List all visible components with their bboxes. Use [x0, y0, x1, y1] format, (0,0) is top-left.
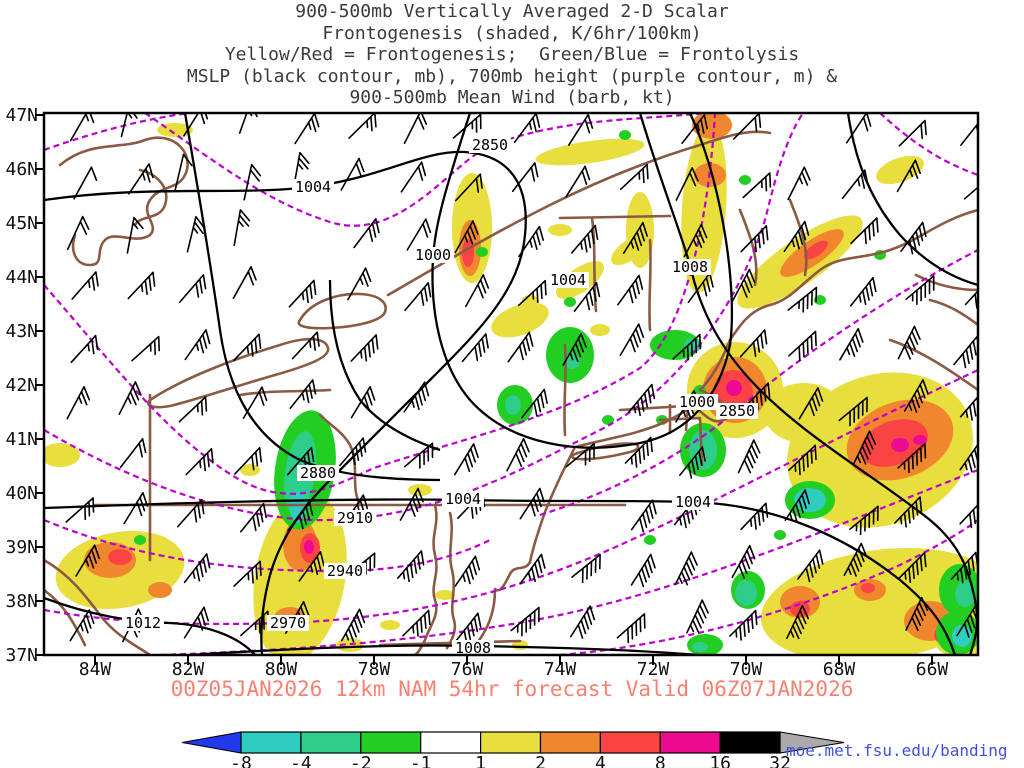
forecast-caption: 00Z05JAN2026 12km NAM 54hr forecast Vali…: [170, 677, 854, 701]
chesapeake-bay: [413, 503, 457, 655]
title-line-2: Frontogenesis (shaded, K/6hr/100km): [322, 22, 702, 44]
map-frame: [42, 111, 980, 657]
lon-tick-label: 68W: [822, 659, 856, 680]
svg-text:1012: 1012: [125, 614, 161, 632]
svg-text:1000: 1000: [679, 393, 715, 411]
lat-tick-label: 38N: [5, 591, 38, 612]
lon-tick-label: 80W: [264, 659, 298, 680]
lat-tick-label: 40N: [5, 483, 38, 504]
svg-text:1008: 1008: [455, 639, 491, 657]
svg-text:1004: 1004: [445, 490, 481, 508]
map-canvas: 1004 1000 1004 1008 1000 1004 1004 1012 1008 2850…: [35, 111, 980, 665]
svg-text:32: 32: [769, 753, 791, 768]
svg-text:1: 1: [475, 753, 486, 768]
lat-tick-label: 42N: [5, 375, 38, 396]
svg-text:8: 8: [655, 753, 666, 768]
lat-tick-label: 45N: [5, 213, 38, 234]
lake-erie: [147, 337, 330, 409]
svg-text:1004: 1004: [295, 178, 331, 196]
svg-text:-4: -4: [290, 753, 312, 768]
lat-tick-label: 41N: [5, 429, 38, 450]
lon-tick-label: 74W: [543, 659, 577, 680]
svg-text:2910: 2910: [337, 509, 373, 527]
colorbar: -8 -4 -2 -1 1 2 4 8 16 32: [181, 731, 845, 768]
svg-text:2: 2: [535, 753, 546, 768]
svg-text:2940: 2940: [327, 562, 363, 580]
site-link[interactable]: moe.met.fsu.edu/banding: [786, 741, 1008, 760]
svg-text:2970: 2970: [270, 614, 306, 632]
lake-ontario: [297, 292, 387, 330]
title-line-5: 900-500mb Mean Wind (barb, kt): [349, 87, 675, 108]
svg-text:1008: 1008: [672, 258, 708, 276]
title-line-4: MSLP (black contour, mb), 700mb height (…: [186, 65, 838, 87]
lon-tick-label: 66W: [915, 659, 949, 680]
lon-tick-label: 82W: [171, 659, 205, 680]
svg-text:1004: 1004: [675, 493, 711, 511]
lon-tick-label: 84W: [78, 659, 112, 680]
lake-huron-shore: [58, 136, 189, 267]
lat-tick-label: 46N: [5, 159, 38, 180]
contour-labels: 1004 1000 1004 1008 1000 1004 1004 1012 1008 2850…: [122, 136, 758, 657]
axis-ticks: [35, 114, 933, 665]
chart-title: 900-500mb Vertically Averaged 2-D Scalar…: [0, 1, 1024, 109]
svg-text:-2: -2: [350, 753, 372, 768]
svg-text:2850: 2850: [719, 402, 755, 420]
title-line-3: Yellow/Red = Frontogenesis; Green/Blue =…: [224, 44, 800, 65]
lat-tick-label: 39N: [5, 537, 38, 558]
lat-tick-label: 47N: [5, 105, 38, 126]
svg-text:1004: 1004: [550, 271, 586, 289]
wind-barbs: [65, 113, 978, 646]
svg-text:16: 16: [709, 753, 731, 768]
lat-tick-label: 44N: [5, 267, 38, 288]
svg-text:1000: 1000: [415, 246, 451, 264]
svg-text:2850: 2850: [472, 136, 508, 154]
lon-tick-label: 70W: [729, 659, 763, 680]
st-lawrence-river: [386, 130, 772, 297]
lat-tick-label: 37N: [5, 645, 38, 666]
svg-text:-8: -8: [230, 753, 252, 768]
title-line-1: 900-500mb Vertically Averaged 2-D Scalar: [295, 1, 729, 22]
svg-text:2880: 2880: [300, 464, 336, 482]
nova-scotia-fundy: [888, 273, 978, 392]
lon-tick-label: 72W: [636, 659, 670, 680]
lon-tick-label: 76W: [450, 659, 484, 680]
lat-tick-label: 43N: [5, 321, 38, 342]
long-island: [570, 442, 640, 461]
lon-tick-label: 78W: [357, 659, 391, 680]
svg-text:4: 4: [595, 753, 606, 768]
svg-text:-1: -1: [410, 753, 432, 768]
